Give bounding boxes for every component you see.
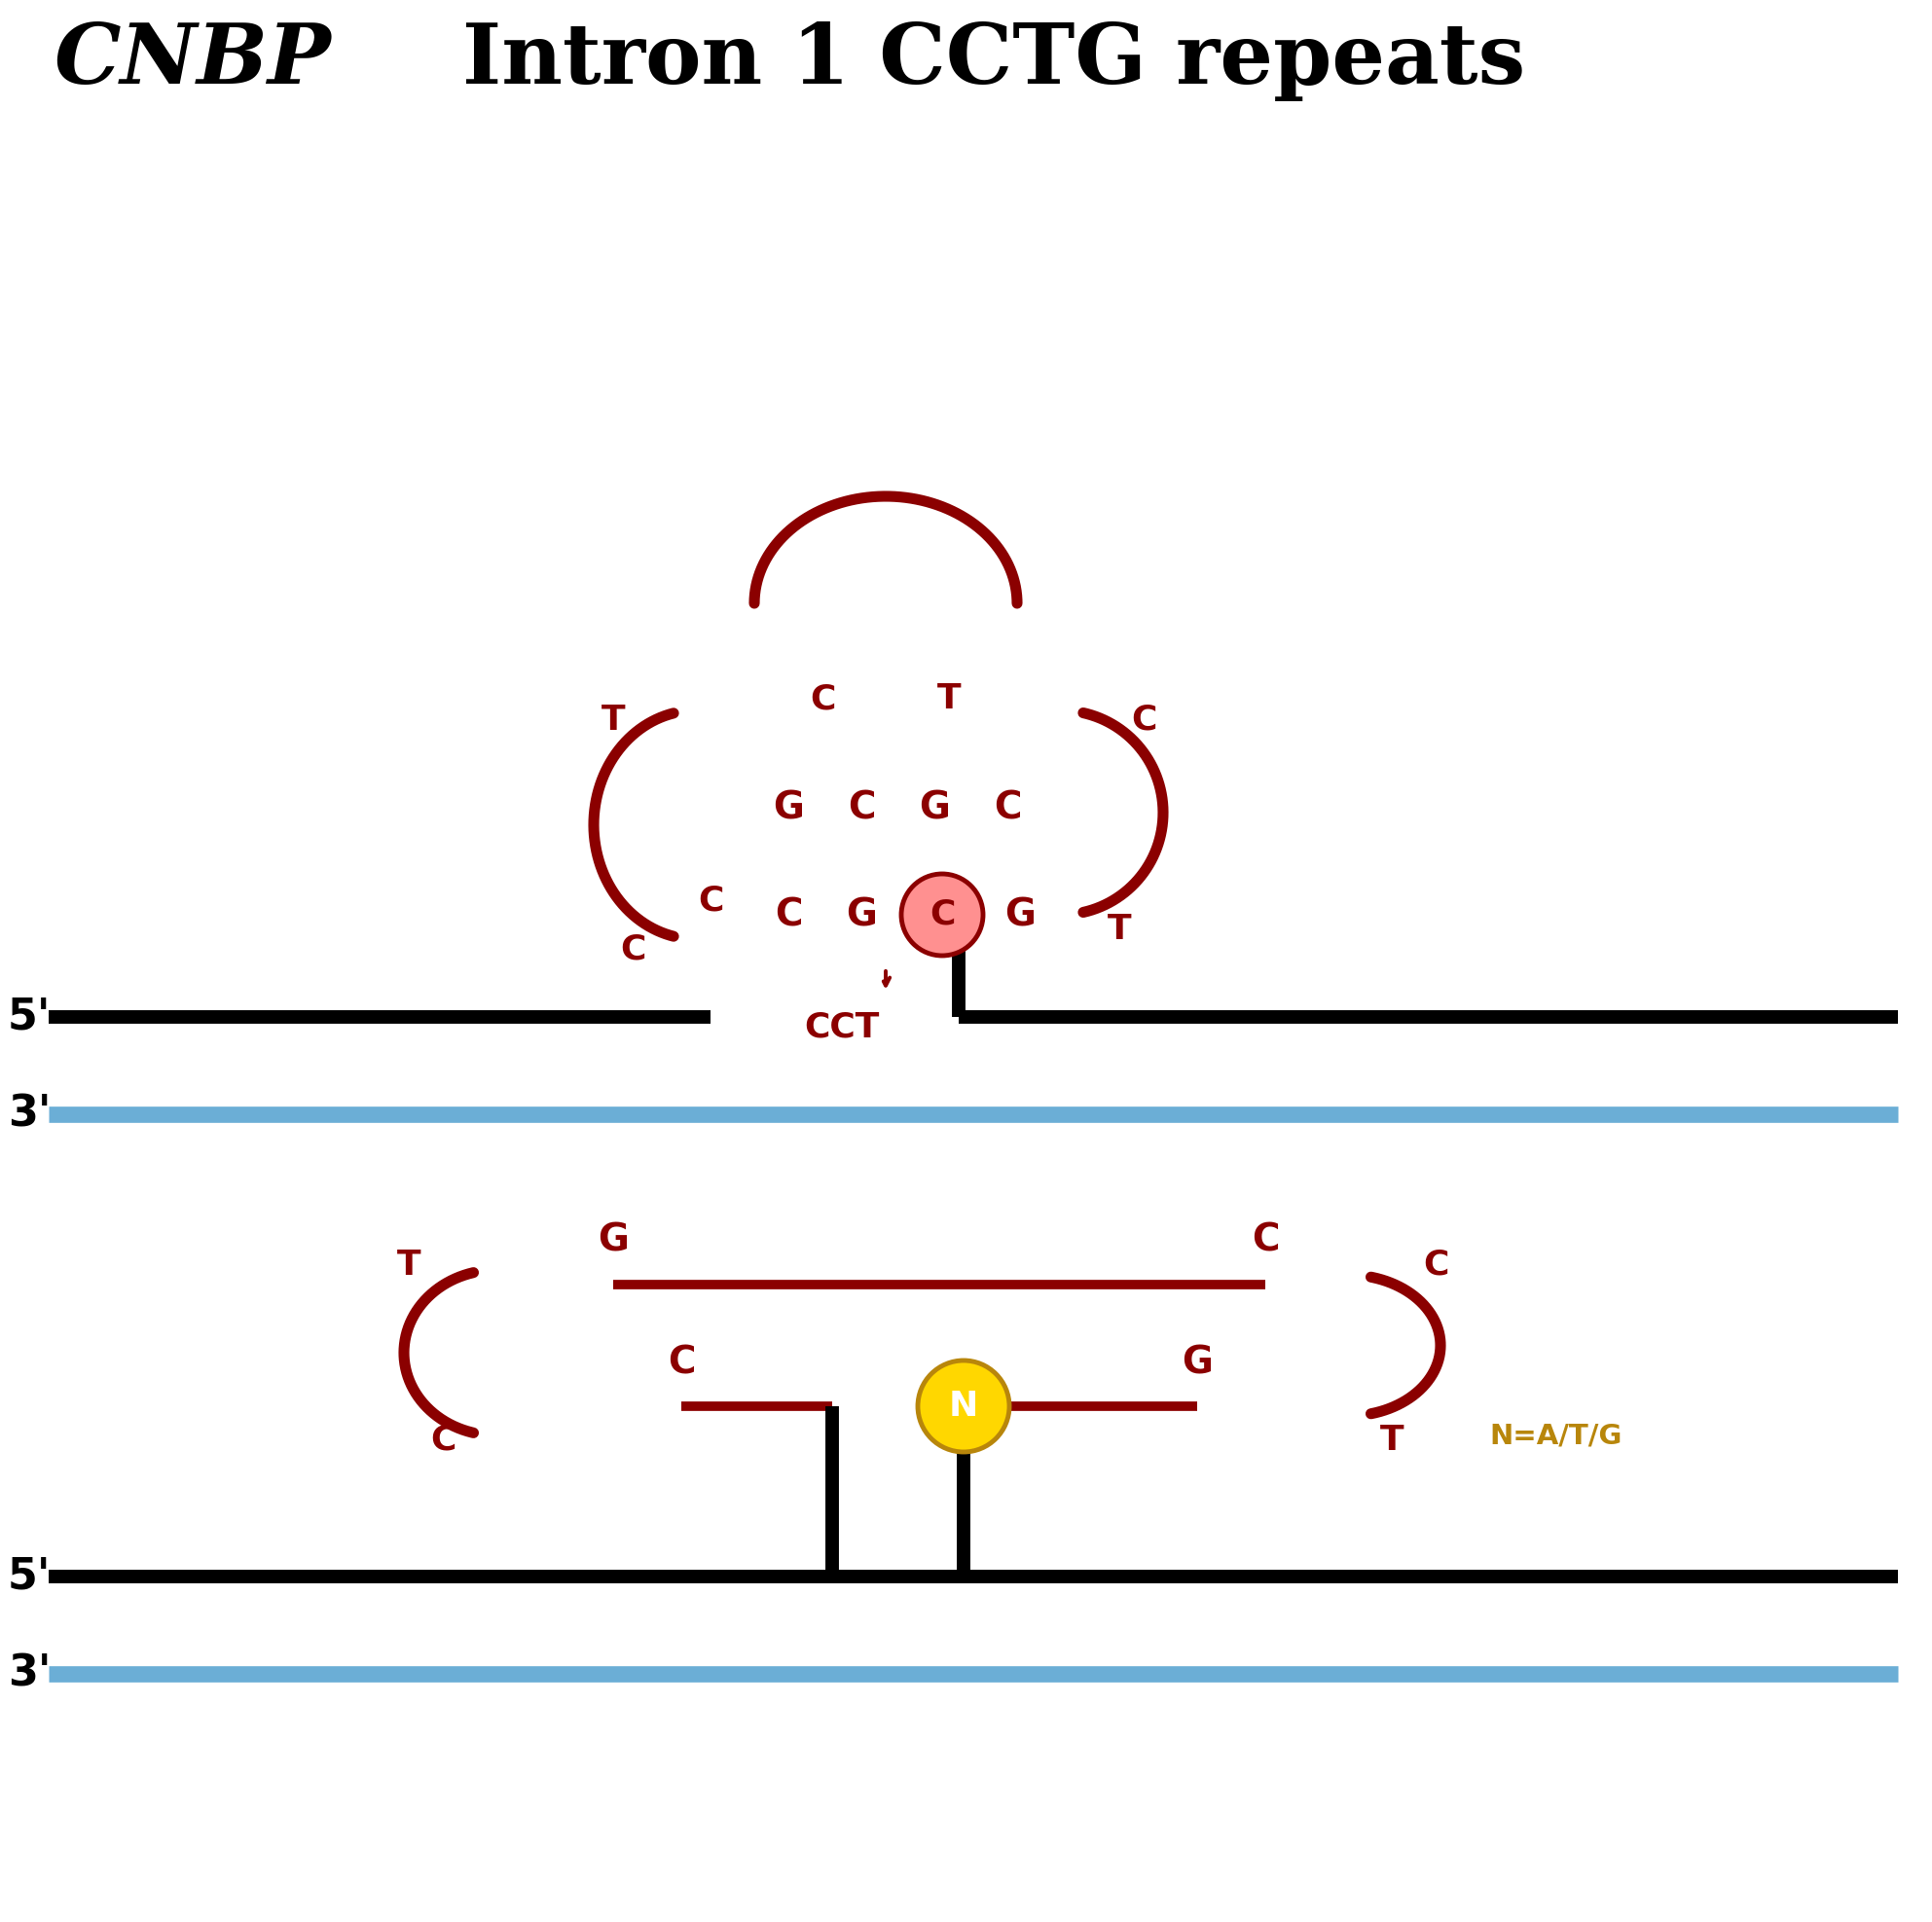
- Text: 5': 5': [8, 996, 50, 1038]
- Text: T: T: [601, 703, 626, 736]
- Text: C: C: [620, 932, 645, 965]
- Text: 5': 5': [8, 1555, 50, 1597]
- Text: G: G: [597, 1222, 628, 1259]
- Text: C: C: [697, 884, 723, 917]
- Text: T: T: [1107, 913, 1132, 946]
- Text: C: C: [1422, 1249, 1449, 1282]
- Text: Intron 1 CCTG repeats: Intron 1 CCTG repeats: [433, 19, 1524, 102]
- Text: T: T: [396, 1249, 421, 1282]
- Text: 3': 3': [8, 1653, 50, 1695]
- Text: T: T: [1379, 1424, 1405, 1457]
- Text: T: T: [937, 682, 960, 715]
- Text: C: C: [1252, 1222, 1279, 1259]
- Text: C: C: [810, 682, 835, 715]
- Text: N=A/T/G: N=A/T/G: [1490, 1422, 1621, 1449]
- Circle shape: [900, 875, 983, 955]
- Text: N: N: [949, 1390, 978, 1422]
- Text: 3': 3': [8, 1094, 50, 1136]
- Circle shape: [918, 1361, 1009, 1451]
- Text: G: G: [1005, 896, 1036, 934]
- Text: C: C: [993, 790, 1022, 826]
- Text: C: C: [1130, 703, 1157, 736]
- Text: G: G: [920, 790, 951, 826]
- Text: C: C: [775, 896, 802, 934]
- Text: C: C: [667, 1343, 696, 1380]
- Text: G: G: [773, 790, 804, 826]
- Text: CCT: CCT: [804, 1011, 879, 1044]
- Text: C: C: [431, 1424, 456, 1457]
- Text: G: G: [846, 896, 877, 934]
- Text: C: C: [929, 898, 954, 932]
- Text: G: G: [1182, 1343, 1213, 1380]
- Text: C: C: [848, 790, 875, 826]
- Text: CNBP: CNBP: [54, 19, 330, 100]
